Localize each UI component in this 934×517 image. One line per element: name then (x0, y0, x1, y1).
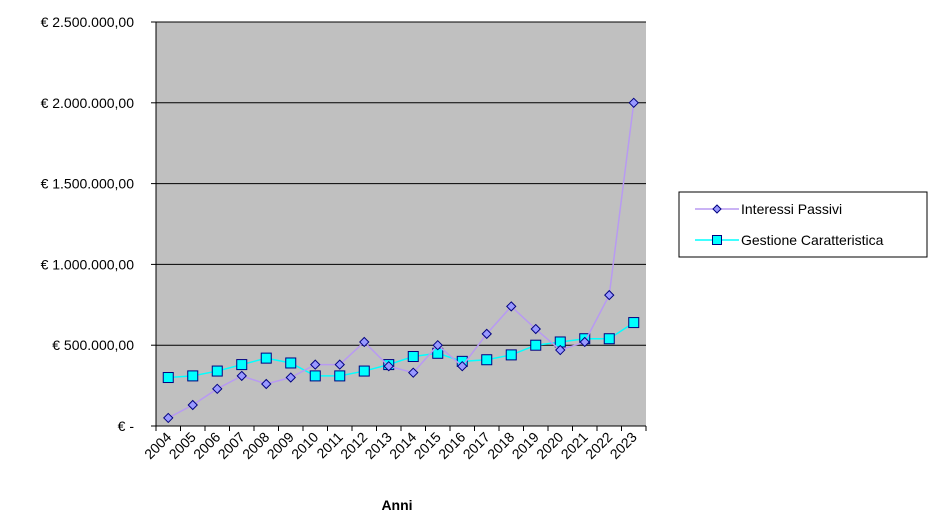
data-point (579, 336, 590, 348)
x-tick-label: 2009 (264, 429, 297, 462)
x-tick-label: 2020 (533, 429, 566, 462)
data-point (285, 372, 296, 383)
y-tick-label: € 1.500.000,00 (41, 176, 135, 192)
x-tick-label: 2004 (141, 429, 174, 462)
data-point (310, 359, 321, 370)
y-tick-label: € 1.000.000,00 (41, 256, 135, 272)
data-point (555, 344, 566, 356)
plot-area (156, 22, 646, 426)
x-tick-label: 2017 (460, 429, 493, 462)
data-point (187, 370, 199, 382)
data-point (187, 399, 198, 411)
data-point (236, 370, 247, 382)
data-point (162, 372, 174, 384)
data-point (211, 365, 223, 377)
data-point (163, 412, 174, 424)
legend-item: Interessi Passivi (695, 201, 842, 217)
series-layer (162, 97, 640, 424)
x-tick-label: 2015 (411, 429, 444, 462)
data-point (334, 370, 346, 382)
data-point (358, 365, 370, 377)
data-point (628, 97, 639, 109)
data-point (530, 339, 542, 351)
x-axis-tick-labels: 2004200520062007200820092010201120122013… (141, 429, 640, 462)
data-point (506, 301, 517, 312)
legend-item: Gestione Caratteristica (695, 232, 884, 248)
data-point (359, 336, 370, 348)
data-point (212, 383, 223, 395)
y-tick-label: € 2.000.000,00 (41, 95, 135, 111)
data-point (457, 361, 468, 372)
x-tick-label: 2010 (288, 429, 321, 462)
data-point (604, 289, 615, 301)
x-tick-label: 2008 (239, 429, 272, 462)
data-point (603, 333, 615, 345)
x-axis-title: Anni (381, 497, 412, 513)
x-tick-label: 2016 (435, 429, 468, 462)
legend-label: Gestione Caratteristica (741, 232, 884, 248)
series-1 (163, 97, 639, 424)
data-point (408, 367, 419, 378)
y-axis-tick-labels: € - € 500.000,00 € 1.000.000,00 € 1.500.000… (41, 14, 135, 434)
legend-marker (712, 235, 722, 245)
x-tick-label: 2018 (484, 429, 517, 462)
axes (155, 22, 647, 431)
x-tick-label: 2014 (386, 429, 419, 462)
legend-box (678, 191, 928, 258)
x-tick-label: 2007 (215, 429, 248, 462)
y-tick-label: € 500.000,00 (52, 337, 134, 353)
data-point (334, 359, 345, 370)
data-point (285, 357, 297, 369)
data-point (505, 349, 517, 361)
x-tick-label: 2019 (509, 429, 542, 462)
legend-label: Interessi Passivi (741, 201, 842, 217)
data-point (236, 359, 248, 371)
data-point (260, 352, 272, 364)
y-tick-label: € 2.500.000,00 (41, 14, 135, 30)
x-tick-label: 2013 (362, 429, 395, 462)
data-point (383, 361, 394, 372)
legend: Interessi Passivi Gestione Caratteristica (678, 191, 928, 258)
data-point (481, 328, 492, 340)
legend-marker (712, 204, 722, 214)
series-line (167, 102, 635, 419)
x-tick-label: 2021 (558, 429, 591, 462)
data-point (481, 354, 493, 366)
data-point (628, 317, 640, 329)
data-point (309, 370, 321, 382)
data-point (530, 323, 541, 335)
x-tick-label: 2022 (582, 429, 615, 462)
data-point (432, 339, 443, 351)
x-tick-label: 2011 (313, 429, 346, 462)
data-point (407, 351, 419, 363)
series-2 (162, 317, 640, 384)
data-point (261, 378, 272, 390)
y-tick-label: € - (118, 418, 135, 434)
x-tick-label: 2005 (166, 429, 199, 462)
x-tick-label: 2023 (607, 429, 640, 462)
x-tick-label: 2006 (190, 429, 223, 462)
x-tick-label: 2012 (337, 429, 370, 462)
